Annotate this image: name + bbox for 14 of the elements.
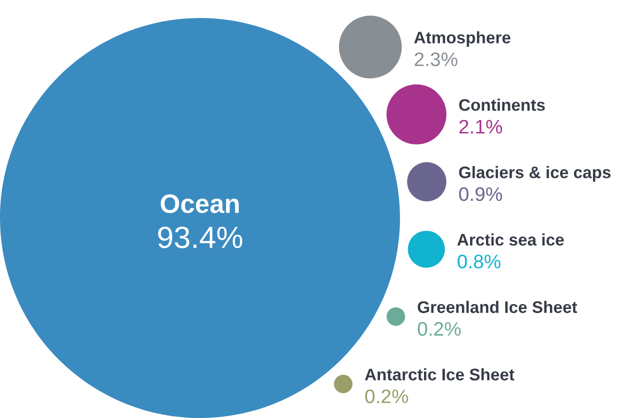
- data-label: 2.3%: [414, 52, 458, 66]
- category-label: Continents: [459, 98, 545, 111]
- data-label: 93.4%: [158, 226, 242, 248]
- category-label: Atmosphere: [414, 31, 510, 47]
- data-label: 0.9%: [459, 187, 502, 202]
- category-label: Glaciers & ice caps: [459, 166, 611, 182]
- category-label: Greenland Ice Sheet: [418, 300, 578, 314]
- category-label: Antarctic Ice Sheet: [364, 368, 514, 380]
- category-label: Ocean: [160, 194, 239, 214]
- category-label: Arctic sea ice: [457, 233, 564, 246]
- data-label: 0.2%: [418, 322, 461, 336]
- data-label: 0.2%: [365, 389, 408, 404]
- data-label: 0.8%: [458, 254, 501, 268]
- data-label: 2.1%: [459, 120, 502, 134]
